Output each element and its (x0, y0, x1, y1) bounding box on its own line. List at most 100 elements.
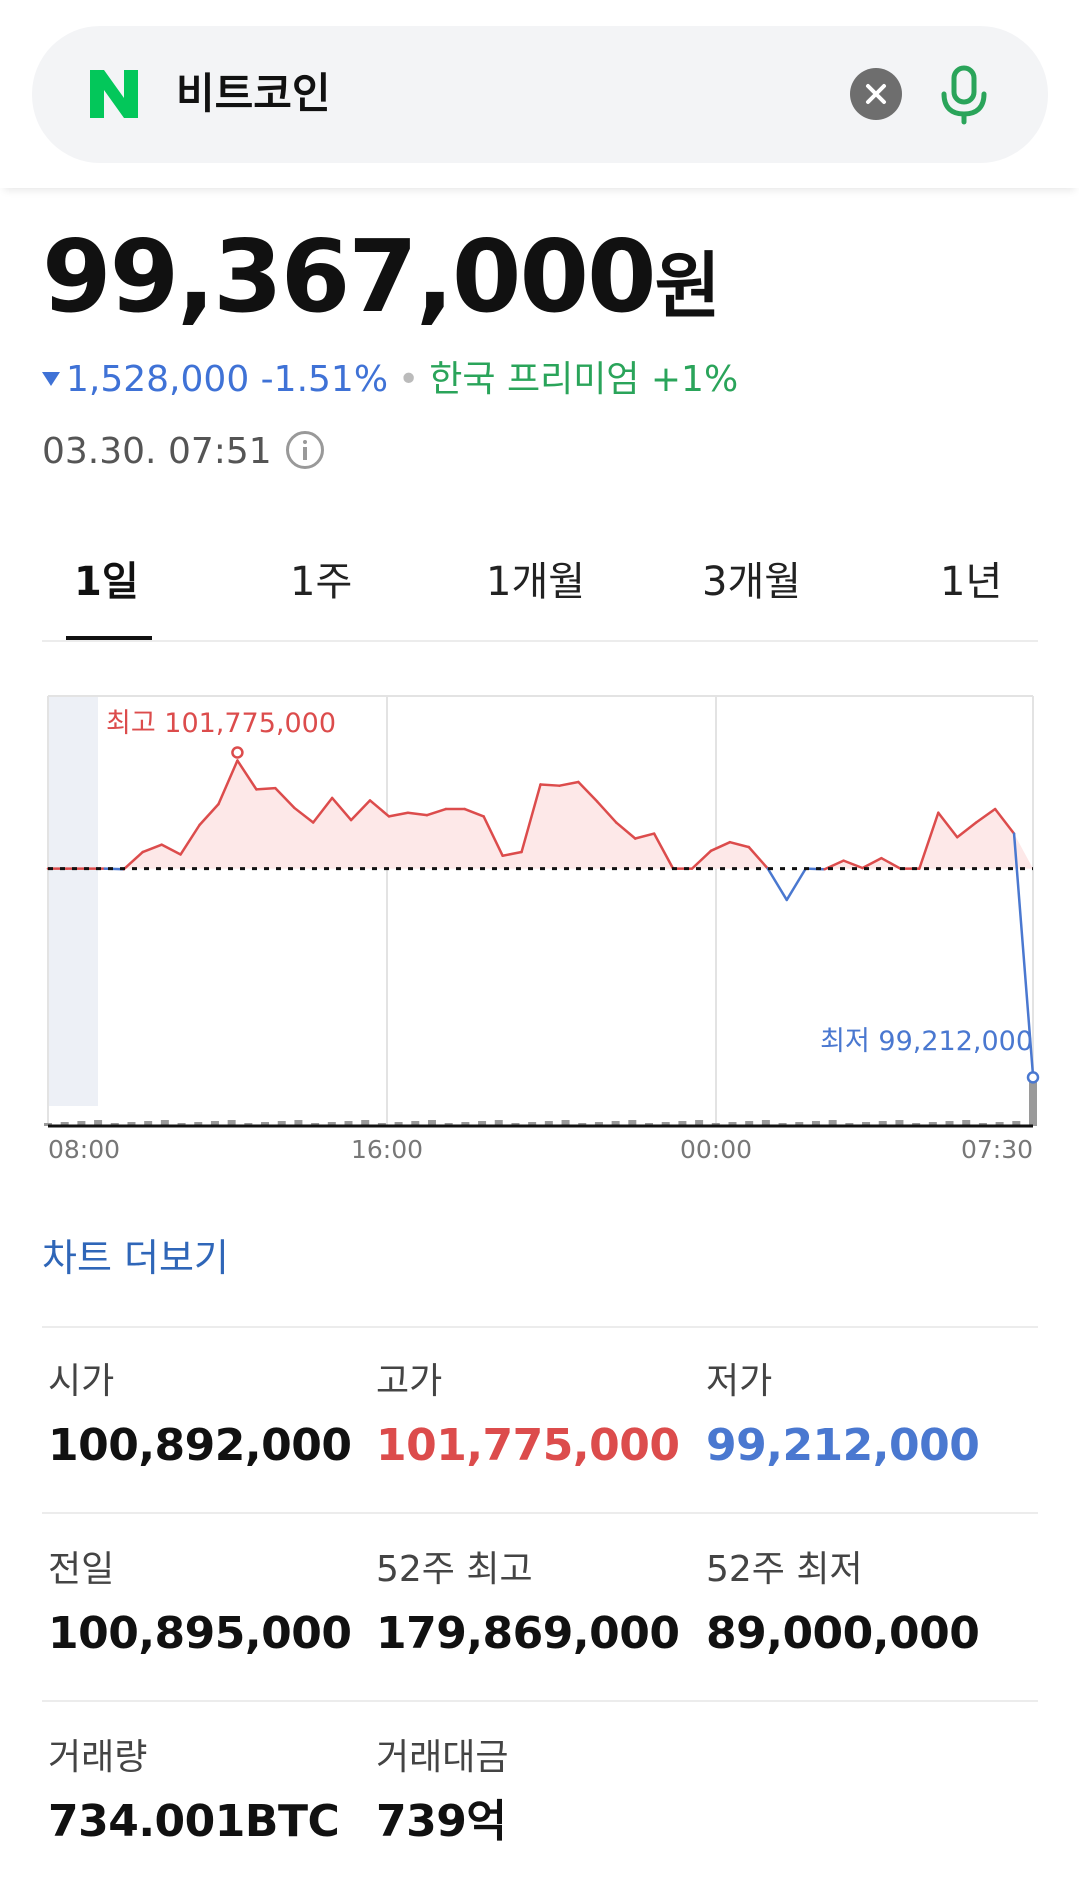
volume-bar (795, 1122, 804, 1126)
active-tab-indicator (66, 636, 152, 640)
stat-value-trade-value: 739억 (376, 1796, 507, 1847)
price-line-segment (728, 840, 751, 849)
volume-bar (728, 1122, 737, 1126)
price-line-segment (274, 786, 296, 810)
price-line-segment (330, 796, 353, 822)
price-line-segment (974, 807, 997, 824)
price-line-segment (539, 783, 561, 787)
period-tabs: 1일 1주 1개월 3개월 1년 (42, 540, 1038, 642)
volume-bar (144, 1121, 153, 1126)
volume-bar (995, 1122, 1004, 1126)
chart-low-label: 최저 99,212,000 (820, 1026, 1033, 1057)
price-line-segment (236, 759, 258, 791)
stat-label-52w-low: 52주 최저 (706, 1549, 863, 1590)
price-change-line: 1,528,000 -1.51% • 한국 프리미엄 +1% (42, 356, 738, 404)
high-point-marker (231, 746, 244, 759)
close-icon (866, 84, 886, 104)
info-icon[interactable] (285, 431, 324, 469)
price-line-segment (368, 799, 391, 818)
stat-label-low: 저가 (706, 1361, 773, 1402)
volume-bar (862, 1122, 871, 1126)
price-line-segment (785, 867, 807, 902)
price-line-segment (596, 800, 618, 824)
tab-3-months[interactable]: 3개월 (702, 559, 802, 605)
search-bar[interactable]: 비트코인 (32, 26, 1048, 163)
volume-bar (411, 1121, 420, 1126)
separator-dot: • (398, 359, 420, 400)
microphone-icon (941, 65, 987, 125)
volume-bar (327, 1122, 336, 1126)
volume-bar (761, 1120, 770, 1126)
stats-divider (42, 1700, 1038, 1702)
price-line-segment (709, 840, 732, 853)
korea-premium-value[interactable]: +1% (650, 359, 739, 400)
price-line-segment (198, 802, 220, 827)
volume-bar (277, 1121, 286, 1126)
price-line-segment (255, 786, 277, 791)
down-arrow-icon (42, 372, 60, 386)
volume-bar (928, 1122, 937, 1126)
volume-bar (478, 1121, 487, 1126)
tab-1-month[interactable]: 1개월 (486, 559, 586, 605)
price-value: 99,367,000 (42, 218, 657, 335)
volume-bar (294, 1120, 303, 1126)
search-query[interactable]: 비트코인 (176, 69, 331, 118)
korea-premium-label[interactable]: 한국 프리미엄 (429, 359, 640, 400)
price-line-segment (311, 796, 334, 824)
stats-divider (42, 1326, 1038, 1328)
stats-divider (42, 1512, 1038, 1514)
volume-bar (945, 1121, 954, 1126)
volume-bar (811, 1121, 820, 1126)
volume-bar (628, 1120, 637, 1126)
volume-bar (1029, 1078, 1037, 1126)
stat-value-low: 99,212,000 (706, 1420, 980, 1471)
volume-bar (427, 1120, 436, 1126)
change-amount: 1,528,000 (66, 359, 250, 400)
price-line-segment (937, 811, 959, 839)
stat-value-52w-high: 179,869,000 (376, 1608, 680, 1659)
volume-bar (94, 1120, 103, 1126)
volume-bar (194, 1122, 203, 1126)
tab-1-day[interactable]: 1일 (74, 559, 139, 605)
price-line-segment (349, 799, 372, 822)
price-line-segment (861, 856, 883, 870)
volume-bar (745, 1121, 754, 1126)
x-tick-0730: 07:30 (961, 1135, 1033, 1164)
volume-bar (611, 1121, 620, 1126)
low-point-marker (1026, 1071, 1040, 1084)
stat-value-high: 101,775,000 (376, 1420, 680, 1471)
price-line-segment (179, 823, 201, 856)
tab-1-year[interactable]: 1년 (940, 559, 1003, 605)
x-tick-1600: 16:00 (351, 1135, 423, 1164)
stat-label-trade-value: 거래대금 (376, 1737, 509, 1778)
voice-search-button[interactable] (932, 62, 996, 126)
timestamp-text: 03.30. 07:51 (42, 431, 272, 472)
volume-bar (561, 1120, 570, 1126)
clear-search-button[interactable] (850, 68, 902, 120)
price-line-segment (141, 843, 163, 854)
x-tick-0000: 00:00 (680, 1135, 752, 1164)
volume-bar (494, 1120, 503, 1126)
volume-bar (361, 1120, 370, 1126)
price-line-segment (501, 850, 523, 857)
chart-shaded-region (48, 696, 98, 1106)
price-chart[interactable]: 최고 101,775,000 최저 99,212,000 08:00 16:00… (0, 680, 1079, 1180)
search-header: 비트코인 (0, 0, 1079, 188)
stat-value-prev-close: 100,895,000 (48, 1608, 352, 1659)
price-unit: 원 (654, 244, 721, 328)
price-line-segment (482, 815, 504, 857)
price-line-segment (425, 807, 448, 817)
volume-bar (210, 1121, 219, 1126)
volume-bar (528, 1122, 537, 1126)
tab-1-week[interactable]: 1주 (290, 559, 353, 605)
volume-bar (895, 1120, 904, 1126)
price-timestamp: 03.30. 07:51 (42, 428, 324, 476)
price-line-segment (823, 859, 845, 871)
price-line-segment (652, 832, 675, 870)
price-line-segment (463, 807, 485, 818)
volume-bar (594, 1122, 603, 1126)
volume-bar (227, 1120, 236, 1126)
more-chart-link[interactable]: 차트 더보기 (42, 1236, 229, 1280)
price-line-segment (577, 780, 599, 803)
volume-bar (661, 1122, 670, 1126)
